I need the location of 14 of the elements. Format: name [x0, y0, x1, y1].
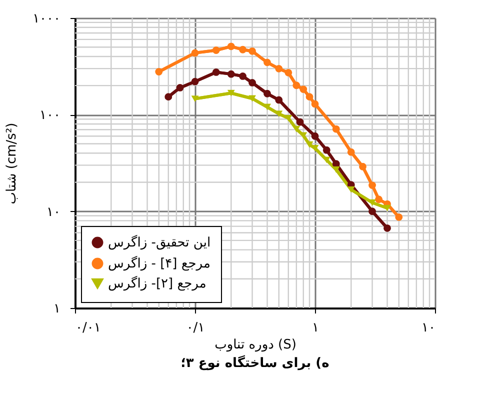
text: ه) برای ساختگاه نوع ۳؛ — [180, 355, 330, 371]
y-tick-label: ۱۰ — [46, 204, 60, 220]
legend-label: مرجع [۲]- زاگرس — [108, 276, 206, 292]
y-tick-label: ۱ — [54, 302, 60, 316]
y-axis-title: شتاب (cm/s²) — [4, 122, 20, 204]
x-tick-label: ۰/۱ — [186, 320, 205, 336]
x-tick-label: ۰/۰۱ — [76, 320, 101, 336]
x-tick-label: ۱۰ — [422, 320, 436, 336]
y-tick-label: ۱۰۰۰ — [32, 12, 60, 26]
y-tick-label: ۱۰۰ — [40, 108, 60, 124]
x-tick-label: ۱ — [312, 320, 319, 336]
x-axis-title: دوره تناوب (S) — [214, 338, 296, 352]
legend-label: این تحقیق- زاگرس — [108, 234, 211, 250]
legend-label: مرجع [۴] - زاگرس — [108, 256, 210, 272]
